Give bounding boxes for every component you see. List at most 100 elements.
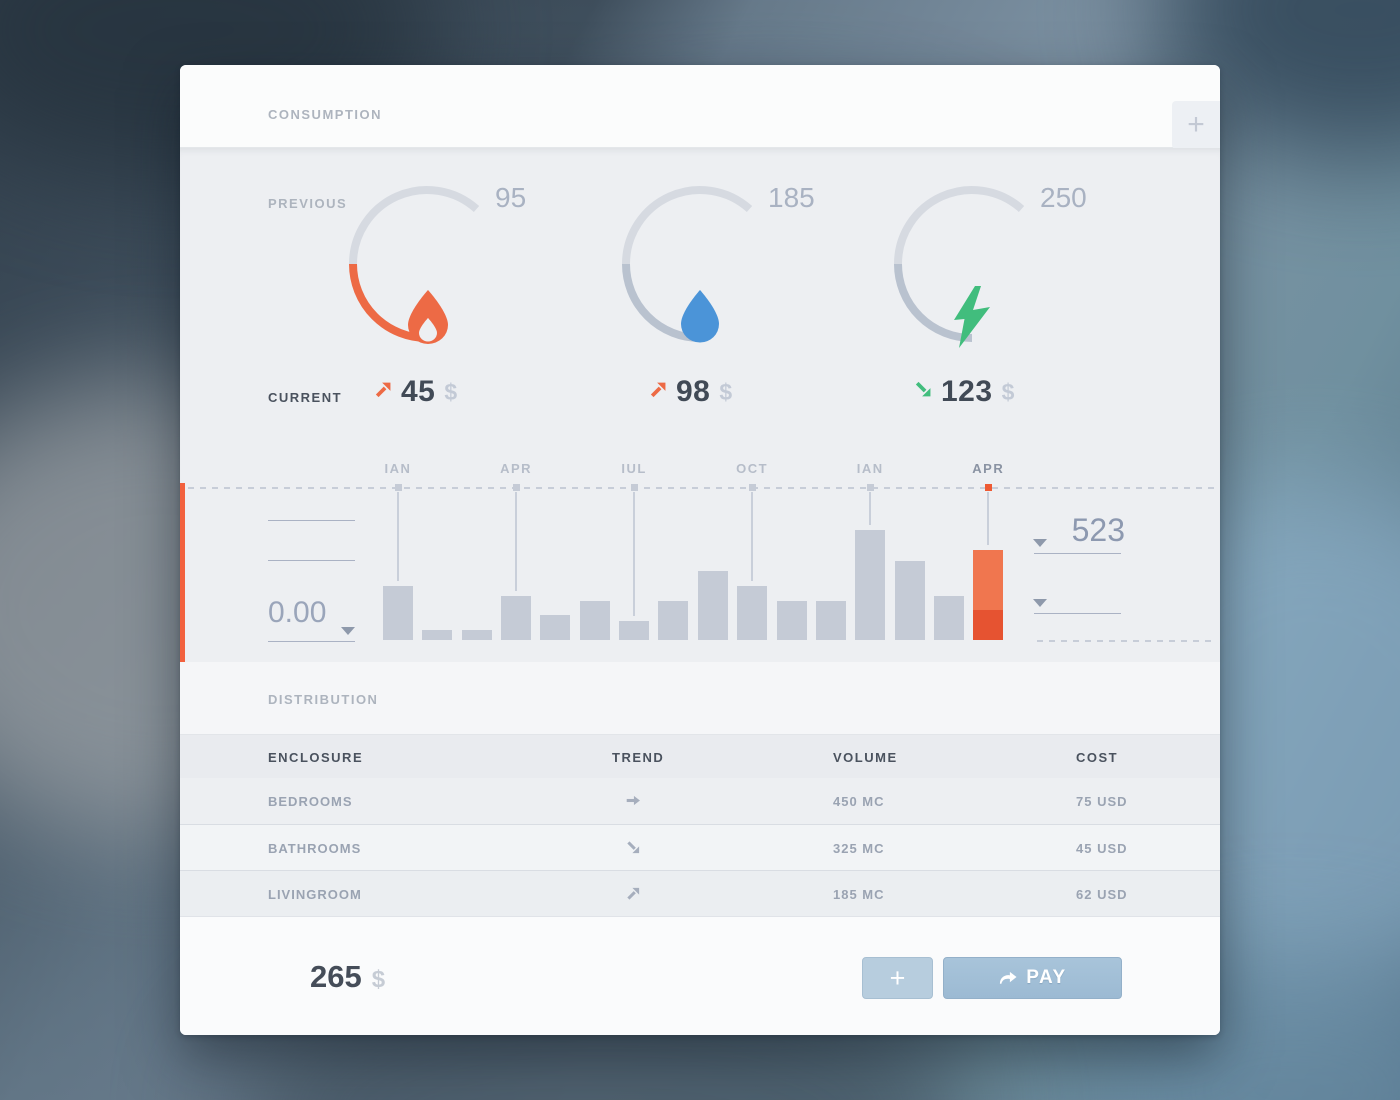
- chart-bar[interactable]: [540, 615, 571, 640]
- dollar-sign: $: [719, 378, 733, 405]
- previous-label: PREVIOUS: [268, 196, 348, 211]
- electricity-previous-value: 250: [1040, 182, 1087, 213]
- cost-cell: 45 USD: [1076, 841, 1128, 856]
- chart-bar[interactable]: [855, 530, 886, 640]
- dollar-sign: $: [444, 378, 458, 405]
- tick-marker: [748, 484, 756, 491]
- card-footer: 265 $ + PAY: [180, 916, 1220, 1035]
- chevron-down-icon[interactable]: [341, 627, 355, 635]
- range-max-underline: [1034, 553, 1121, 554]
- trend-down-icon: [625, 839, 642, 861]
- chart-bar-highlighted[interactable]: [973, 550, 1004, 640]
- chevron-down-icon[interactable]: [1033, 599, 1047, 607]
- enclosure-cell: LIVINGROOM: [268, 887, 362, 902]
- cost-cell: 75 USD: [1076, 794, 1128, 809]
- tick-marker: [630, 484, 638, 491]
- chart-axis-dashed-line: [188, 487, 1214, 489]
- tick-drop-line: [987, 492, 990, 545]
- cost-cell: 62 USD: [1076, 887, 1128, 902]
- volume-cell: 450 MC: [833, 794, 885, 809]
- range-input-line[interactable]: [268, 520, 355, 521]
- chart-bar[interactable]: [815, 601, 846, 640]
- table-row-bathrooms[interactable]: BATHROOMS 325 MC 45 USD: [180, 824, 1220, 870]
- pay-arrow-icon: [1000, 971, 1017, 984]
- add-button-header[interactable]: +: [1172, 101, 1220, 149]
- dollar-sign: $: [371, 966, 386, 993]
- tick-drop-line: [869, 492, 872, 525]
- tick-drop-line: [515, 492, 518, 591]
- tick-drop-line: [397, 492, 399, 581]
- volume-cell: 185 MC: [833, 887, 885, 902]
- range-max-value: 523: [1071, 512, 1125, 548]
- chart-baseline-dashed-line: [1037, 640, 1214, 642]
- plus-icon: +: [889, 963, 906, 993]
- chart-bar[interactable]: [461, 630, 492, 640]
- column-header-enclosure: ENCLOSURE: [268, 750, 364, 765]
- pay-button[interactable]: PAY: [943, 957, 1122, 999]
- chart-bar[interactable]: [933, 596, 964, 640]
- month-tick-label[interactable]: APR: [500, 461, 533, 476]
- chart-bar[interactable]: [737, 586, 768, 640]
- electricity-current-value: 123 $: [913, 375, 1014, 409]
- water-drop-icon: [681, 290, 719, 343]
- electricity-gauge-arc: [894, 186, 1025, 342]
- trend-up-icon: [373, 379, 394, 405]
- trend-up-icon: [648, 379, 669, 405]
- water-current-value: 98 $: [648, 375, 732, 409]
- current-label: CURRENT: [268, 390, 343, 405]
- column-header-cost: COST: [1076, 750, 1119, 765]
- trend-flat-icon: [625, 792, 642, 814]
- volume-cell: 325 MC: [833, 841, 885, 856]
- table-row-bedrooms[interactable]: BEDROOMS 450 MC 75 USD: [180, 778, 1220, 824]
- chart-bar[interactable]: [658, 601, 689, 640]
- trend-up-icon: [625, 885, 642, 907]
- dollar-sign: $: [1001, 378, 1015, 405]
- chart-bar[interactable]: [697, 571, 728, 640]
- tick-drop-line: [751, 492, 754, 581]
- tick-drop-line: [633, 492, 636, 616]
- distribution-header: DISTRIBUTION: [180, 662, 1220, 735]
- month-tick-label[interactable]: APR: [972, 461, 1005, 476]
- add-button-footer[interactable]: +: [862, 957, 933, 999]
- flame-icon: [408, 290, 448, 344]
- lightning-bolt-icon: [954, 286, 990, 348]
- active-tick-marker: [984, 484, 992, 491]
- gas-current-value: 45 $: [373, 375, 457, 409]
- chart-bar[interactable]: [383, 586, 413, 640]
- gas-previous-value: 95: [495, 182, 527, 213]
- table-body: BEDROOMS 450 MC 75 USD BATHROOMS 325 MC 45 US…: [180, 778, 1220, 916]
- chevron-down-icon[interactable]: [1033, 539, 1047, 547]
- chart-bar[interactable]: [776, 601, 807, 640]
- total-amount: 265 $: [310, 959, 386, 994]
- enclosure-cell: BEDROOMS: [268, 794, 353, 809]
- column-header-volume: VOLUME: [833, 750, 898, 765]
- plus-icon: +: [1187, 108, 1205, 141]
- chart-bar[interactable]: [422, 630, 453, 640]
- section-title-consumption: CONSUMPTION: [268, 107, 382, 122]
- accent-stripe: [180, 483, 185, 662]
- enclosure-cell: BATHROOMS: [268, 841, 362, 856]
- chart-bar[interactable]: [501, 596, 532, 640]
- tick-marker: [866, 484, 874, 491]
- month-tick-label[interactable]: IAN: [856, 461, 884, 476]
- chart-bar[interactable]: [894, 561, 925, 640]
- chart-bar[interactable]: [579, 601, 610, 640]
- water-previous-value: 185: [768, 182, 815, 213]
- tick-marker: [394, 484, 402, 491]
- range-input-line[interactable]: [268, 560, 355, 561]
- table-row-livingroom[interactable]: LIVINGROOM 185 MC 62 USD: [180, 870, 1220, 916]
- range-min-value: 0.00: [268, 596, 327, 629]
- month-tick-label[interactable]: IUL: [621, 461, 647, 476]
- month-tick-label[interactable]: OCT: [736, 461, 769, 476]
- month-tick-label[interactable]: IAN: [384, 461, 412, 476]
- consumption-card: CONSUMPTION + PREVIOUS CURRENT 95 45 $: [180, 65, 1220, 1035]
- water-gauge-arc: [622, 186, 753, 342]
- tick-marker: [512, 484, 520, 491]
- trend-down-icon: [913, 379, 934, 405]
- range-min-underline: [268, 641, 355, 642]
- section-title-distribution: DISTRIBUTION: [268, 692, 379, 707]
- meters-section: PREVIOUS CURRENT 95 45 $ 185 98 $: [180, 148, 1220, 662]
- range-secondary-underline: [1034, 613, 1121, 614]
- chart-bar[interactable]: [619, 621, 650, 640]
- table-header-row: ENCLOSURE TREND VOLUME COST: [180, 735, 1220, 778]
